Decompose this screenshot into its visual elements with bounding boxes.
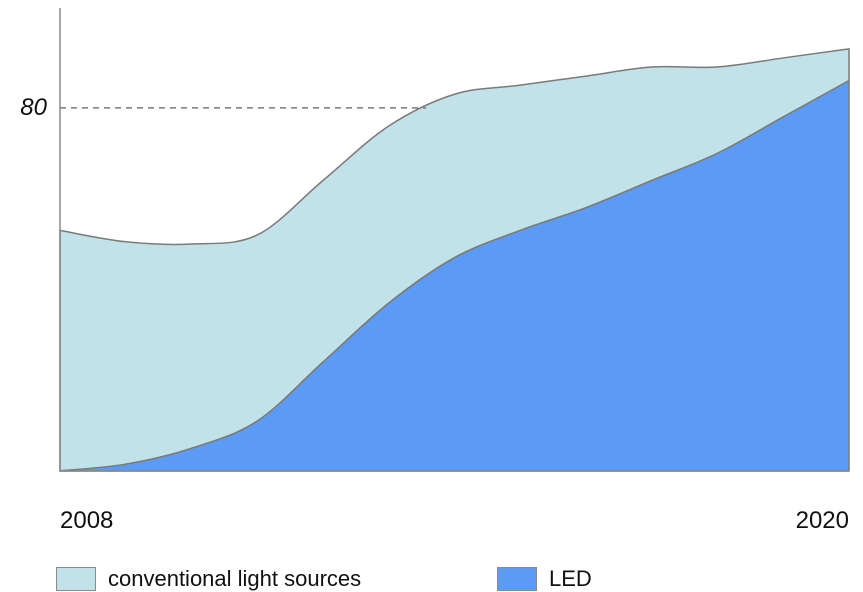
x-tick-label-end: 2020 <box>796 507 849 534</box>
legend-swatch-led <box>497 567 537 591</box>
x-tick-label-start: 2008 <box>60 507 113 534</box>
legend-item-led: LED <box>497 566 592 592</box>
legend-item-conventional: conventional light sources <box>56 566 361 592</box>
legend-swatch-conventional <box>56 567 96 591</box>
legend-label-conventional: conventional light sources <box>108 566 362 591</box>
y-tick-label: 80 <box>20 94 47 121</box>
legend-label-led: LED <box>549 566 592 591</box>
